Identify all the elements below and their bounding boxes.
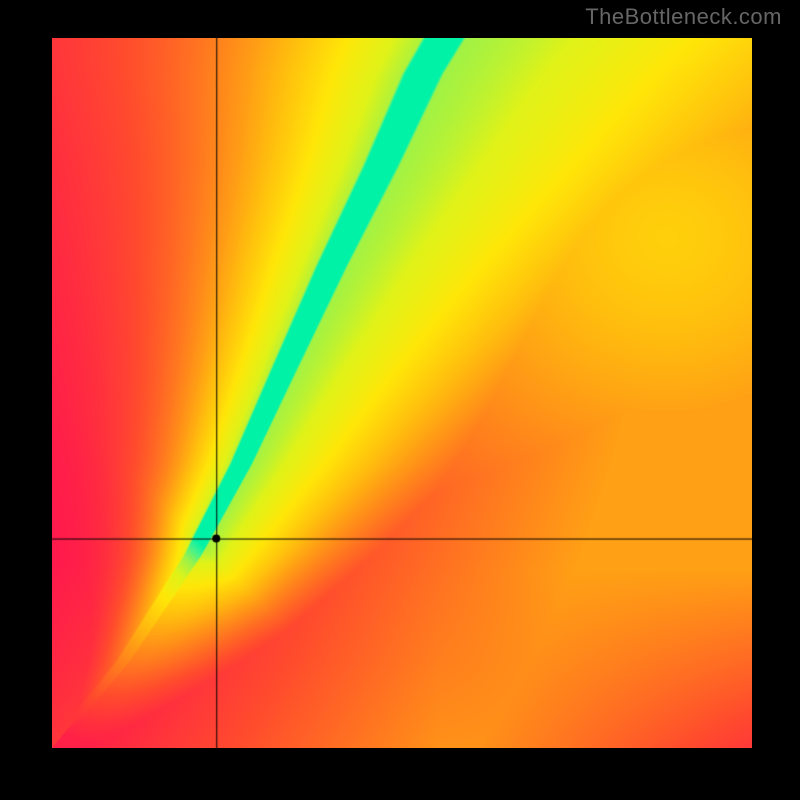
heatmap-canvas — [52, 38, 752, 748]
chart-frame: TheBottleneck.com — [0, 0, 800, 800]
watermark-text: TheBottleneck.com — [585, 4, 782, 30]
heatmap-plot — [52, 38, 752, 748]
